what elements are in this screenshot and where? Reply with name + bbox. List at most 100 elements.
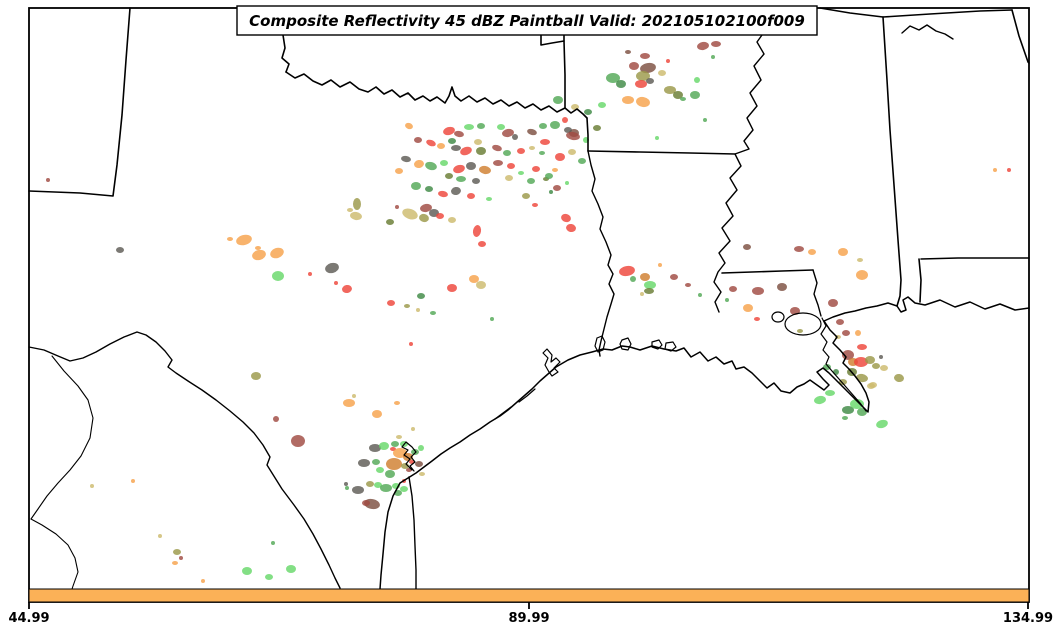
paintball-blob-darkred	[729, 286, 737, 292]
tn-ms-border	[819, 7, 884, 18]
paintball-blob-khaki	[529, 146, 535, 150]
paintball-blob-darkorange	[479, 165, 491, 175]
paintball-blob-red	[619, 265, 635, 277]
paintball-blob-ltgreen	[286, 565, 296, 573]
paintball-blob-olive	[353, 198, 361, 210]
paintball-blob-darkolive	[673, 91, 683, 99]
padre-island	[408, 476, 417, 590]
paintball-blob-khaki	[347, 208, 353, 212]
paintball-blob-darkred	[46, 178, 50, 182]
paintball-blob-green	[550, 121, 560, 129]
paintball-blob-red	[478, 241, 486, 247]
paintball-blob-brown	[415, 461, 423, 467]
paintball-blob-orange	[636, 96, 650, 108]
white-lake	[651, 339, 663, 350]
paintball-blob-orange	[414, 159, 424, 169]
paintball-blob-darkred	[492, 144, 502, 152]
paintball-blob-olive	[404, 304, 410, 308]
paintball-blob-orange	[743, 304, 753, 312]
paintball-blob-brown	[625, 50, 631, 54]
ok-ar-border	[563, 34, 566, 109]
ms-al-border	[882, 16, 902, 307]
paintball-blob-darkgreen	[425, 186, 433, 192]
paintball-blob-darkolive	[445, 173, 453, 179]
paintball-blob-red	[387, 300, 395, 306]
paintball-blob-darkgreen	[833, 369, 839, 375]
paintball-blob-khaki	[402, 208, 418, 220]
fl-al-border-vert	[918, 258, 922, 303]
nm-tx-border	[28, 7, 131, 197]
paintball-blob-red	[562, 117, 568, 123]
sabine-lake	[594, 335, 606, 353]
paintball-blob-khaki	[411, 427, 415, 431]
lake-maurepas	[771, 311, 785, 323]
paintball-blobs	[46, 41, 1011, 583]
paintball-blob-darkred	[685, 283, 691, 287]
paintball-blob-darkred	[502, 128, 514, 138]
paintball-blob-ltgreen	[418, 445, 424, 451]
paintball-blob-khaki	[640, 292, 644, 296]
paintball-blob-red	[438, 190, 448, 198]
paintball-blob-red	[426, 139, 436, 147]
mexico-state-border-1	[30, 355, 94, 520]
paintball-blob-orange	[236, 234, 252, 246]
paintball-blob-red	[334, 281, 338, 285]
ms-sound-coast	[823, 302, 898, 322]
paintball-blob-green	[703, 118, 707, 122]
paintball-blob-orange	[808, 249, 816, 255]
paintball-blob-green	[380, 484, 392, 492]
paintball-blob-red	[453, 164, 465, 174]
paintball-blob-darkorange	[386, 458, 402, 470]
la-ms-border	[721, 269, 814, 274]
paintball-blob-olive	[173, 549, 181, 555]
paintball-blob-orange	[469, 275, 479, 283]
paintball-blob-ltgreen	[497, 124, 505, 130]
paintball-blob-red	[532, 203, 538, 207]
paintball-blob-green	[539, 123, 547, 129]
paintball-blob-green	[539, 151, 545, 155]
paintball-blob-darkolive	[386, 219, 394, 225]
x-tick-label-left: 44.99	[8, 611, 49, 626]
paintball-blob-red	[540, 139, 550, 145]
paintball-blob-green	[630, 276, 636, 282]
paintball-blob-ltgreen	[565, 181, 569, 185]
paintball-blob-green	[430, 311, 436, 315]
paintball-blob-darkred	[842, 330, 850, 336]
paintball-blob-orange	[552, 168, 558, 172]
paintball-blob-darkred	[629, 62, 639, 70]
paintball-blob-green	[425, 161, 437, 171]
red-river-east	[564, 107, 588, 119]
paintball-blob-green	[578, 158, 586, 164]
paintball-blob-orange	[131, 479, 135, 483]
paintball-blob-orange	[838, 248, 848, 256]
paintball-blob-khaki	[505, 175, 513, 181]
paintball-blob-khaki	[90, 484, 94, 488]
paintball-blob-khaki	[568, 149, 576, 155]
paintball-blob-red	[561, 213, 571, 223]
paintball-blob-green	[385, 470, 395, 478]
mississippi-river	[713, 34, 765, 313]
paintball-blob-gray	[352, 486, 364, 494]
paintball-blob-gray	[564, 127, 572, 133]
paintball-blob-red	[1007, 168, 1011, 172]
paintball-blob-orange	[437, 143, 445, 149]
paintball-blob-ltgreen	[825, 390, 835, 396]
paintball-blob-darkred	[828, 299, 838, 307]
paintball-blob-darkgreen	[616, 80, 626, 88]
title-box-frame	[236, 5, 818, 36]
matagorda-spit-2	[494, 406, 512, 420]
paintball-blob-ltgreen	[376, 467, 384, 473]
paintball-blob-gray	[472, 178, 480, 184]
paintball-blob-darkgreen	[417, 293, 425, 299]
paintball-blob-olive	[865, 356, 875, 364]
paintball-blob-orange	[394, 401, 400, 405]
grand-lake	[664, 341, 677, 352]
paintball-blob-red	[517, 148, 525, 154]
paintball-blob-darkred	[291, 435, 305, 447]
paintball-blob-gray	[451, 145, 461, 151]
ok-ar-jog	[540, 34, 565, 46]
paintball-blob-green	[372, 459, 380, 465]
paintball-blob-green	[606, 73, 620, 83]
axis-ticks	[28, 602, 1029, 609]
